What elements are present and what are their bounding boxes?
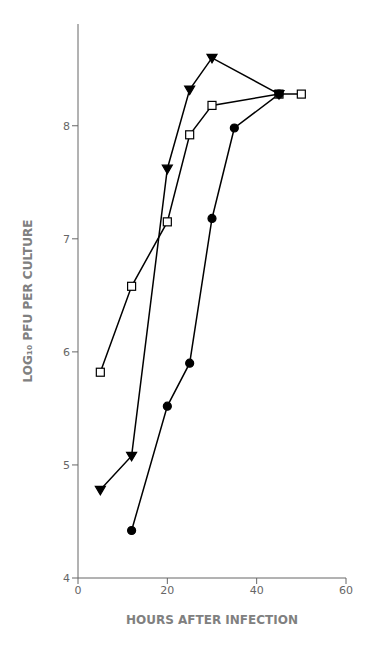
svg-text:8: 8 [63, 120, 70, 133]
svg-text:20: 20 [160, 584, 174, 597]
svg-text:40: 40 [250, 584, 264, 597]
svg-text:HOURS AFTER INFECTION: HOURS AFTER INFECTION [126, 613, 298, 627]
svg-text:LOG₁₀ PFU PER CULTURE: LOG₁₀ PFU PER CULTURE [21, 220, 35, 383]
svg-text:7: 7 [63, 233, 70, 246]
svg-text:6: 6 [63, 346, 70, 359]
svg-text:4: 4 [63, 572, 70, 585]
svg-text:5: 5 [63, 459, 70, 472]
svg-text:0: 0 [75, 584, 82, 597]
svg-text:60: 60 [339, 584, 353, 597]
